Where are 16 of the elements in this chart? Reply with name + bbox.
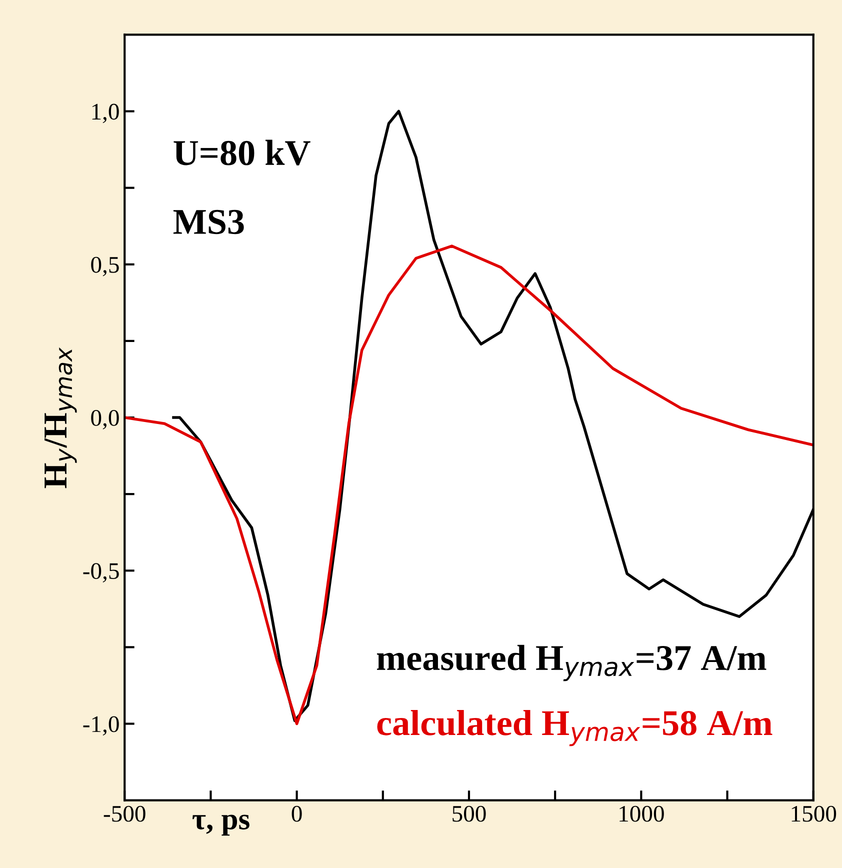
x-axis-title: τ, ps	[192, 814, 250, 836]
y-tick-label: -1,0	[83, 716, 119, 736]
annotation: measured H$_{ymax}$=37 A/m	[376, 644, 766, 682]
x-tick-label: 1000	[620, 806, 664, 822]
y-tick-label: 0,5	[91, 256, 119, 276]
x-tick-label: 500	[452, 806, 486, 822]
annotation: MS3	[173, 210, 244, 234]
x-tick-label: 0	[292, 806, 302, 822]
annotation: calculated H$_{ymax}$=58 A/m	[377, 710, 772, 746]
x-tick-label: 1500	[792, 806, 836, 822]
y-axis-title: H$_{y}$/H$_{ymax}$	[44, 347, 77, 488]
y-tick-label: -0,5	[83, 563, 119, 582]
annotation: U=80 kV	[174, 140, 310, 166]
x-tick-label: -500	[104, 806, 146, 822]
y-tick-label: 0,0	[91, 410, 119, 430]
y-tick-label: 1,0	[92, 104, 119, 124]
